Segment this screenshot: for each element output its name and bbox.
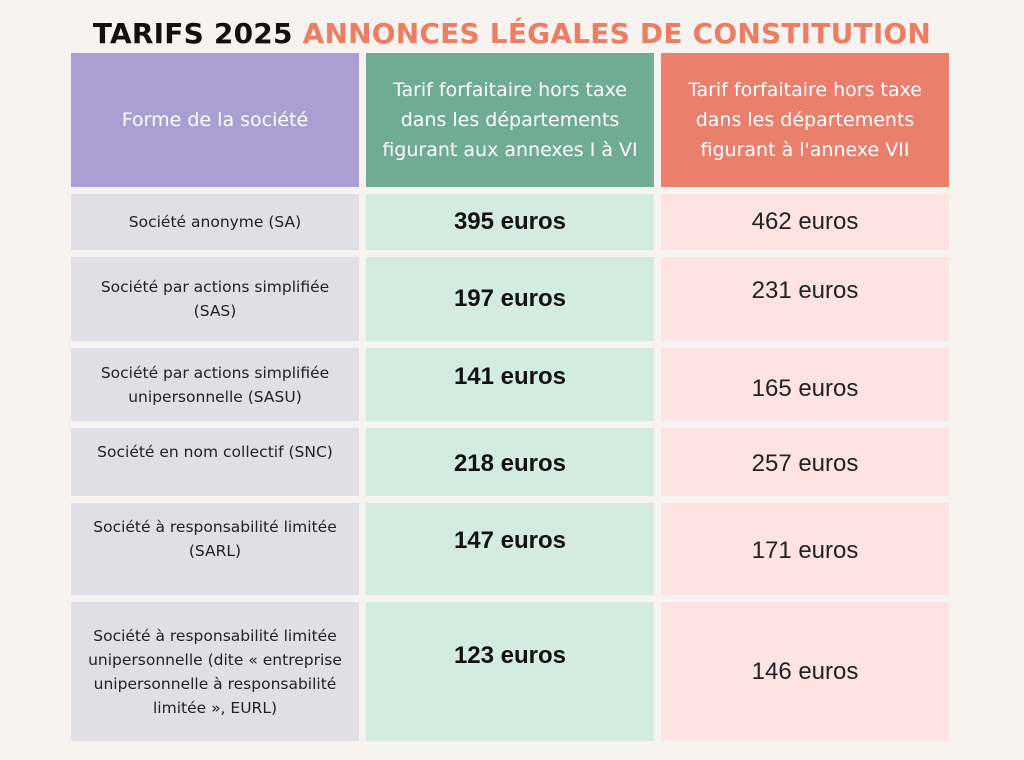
table-row-3-annexe-7: 165 euros (661, 348, 949, 421)
table-row-6-annexes-1-6: 123 euros (366, 602, 654, 741)
row-2-price-annexe-7: 231 euros (751, 277, 859, 304)
row-6-price-annexes-1-6: 123 euros (453, 642, 567, 669)
row-2-price-annexes-1-6: 197 euros (453, 285, 567, 312)
title-subject: ANNONCES LÉGALES DE CONSTITUTION (302, 17, 932, 50)
table-row-1-annexe-7: 462 euros (661, 194, 949, 250)
header-annexes-1-6: Tarif forfaitaire hors taxe dans les dép… (366, 53, 654, 187)
table-row-6-form: Société à responsabilité limitée unipers… (71, 602, 359, 741)
row-3-price-annexes-1-6: 141 euros (453, 363, 567, 390)
row-5-form-label: Société à responsabilité limitée (SARL) (93, 518, 337, 560)
row-2-form-label: Société par actions simplifiée (SAS) (100, 278, 330, 320)
table-row-1-form: Société anonyme (SA) (71, 194, 359, 250)
row-1-price-annexes-1-6: 395 euros (453, 208, 567, 235)
table-row-1-annexes-1-6: 395 euros (366, 194, 654, 250)
row-4-price-annexes-1-6: 218 euros (453, 450, 567, 477)
table-row-4-annexes-1-6: 218 euros (366, 428, 654, 496)
table-row-5-form: Société à responsabilité limitée (SARL) (71, 503, 359, 595)
row-3-price-annexe-7: 165 euros (751, 375, 859, 402)
row-6-price-annexe-7: 146 euros (751, 657, 859, 685)
row-6-form-label: Société à responsabilité limitée unipers… (88, 626, 342, 717)
row-4-form-label: Société en nom collectif (SNC) (97, 443, 333, 461)
page-title: TARIFS 2025 ANNONCES LÉGALES DE CONSTITU… (0, 14, 1024, 54)
row-5-price-annexes-1-6: 147 euros (453, 527, 567, 554)
table-row-2-annexes-1-6: 197 euros (366, 257, 654, 341)
table-row-2-form: Société par actions simplifiée (SAS) (71, 257, 359, 341)
header-annexe-7: Tarif forfaitaire hors taxe dans les dép… (661, 53, 949, 187)
table-row-5-annexe-7: 171 euros (661, 503, 949, 595)
row-3-form-label: Société par actions simplifiée uniperson… (100, 363, 330, 406)
table-row-4-form: Société en nom collectif (SNC) (71, 428, 359, 496)
table-row-6-annexe-7: 146 euros (661, 602, 949, 741)
row-5-price-annexe-7: 171 euros (751, 537, 859, 564)
table-row-5-annexes-1-6: 147 euros (366, 503, 654, 595)
table-row-3-form: Société par actions simplifiée uniperson… (71, 348, 359, 421)
header-form-label: Forme de la société (121, 109, 309, 131)
row-1-price-annexe-7: 462 euros (751, 208, 859, 235)
table-row-3-annexes-1-6: 141 euros (366, 348, 654, 421)
row-4-price-annexe-7: 257 euros (751, 450, 859, 477)
row-1-form-label: Société anonyme (SA) (128, 213, 302, 231)
header-annexe-7-label: Tarif forfaitaire hors taxe dans les dép… (687, 79, 922, 161)
title-year: TARIFS 2025 (92, 17, 293, 50)
table-row-4-annexe-7: 257 euros (661, 428, 949, 496)
header-form: Forme de la société (71, 53, 359, 187)
table-row-2-annexe-7: 231 euros (661, 257, 949, 341)
header-annexes-1-6-label: Tarif forfaitaire hors taxe dans les dép… (382, 79, 638, 161)
